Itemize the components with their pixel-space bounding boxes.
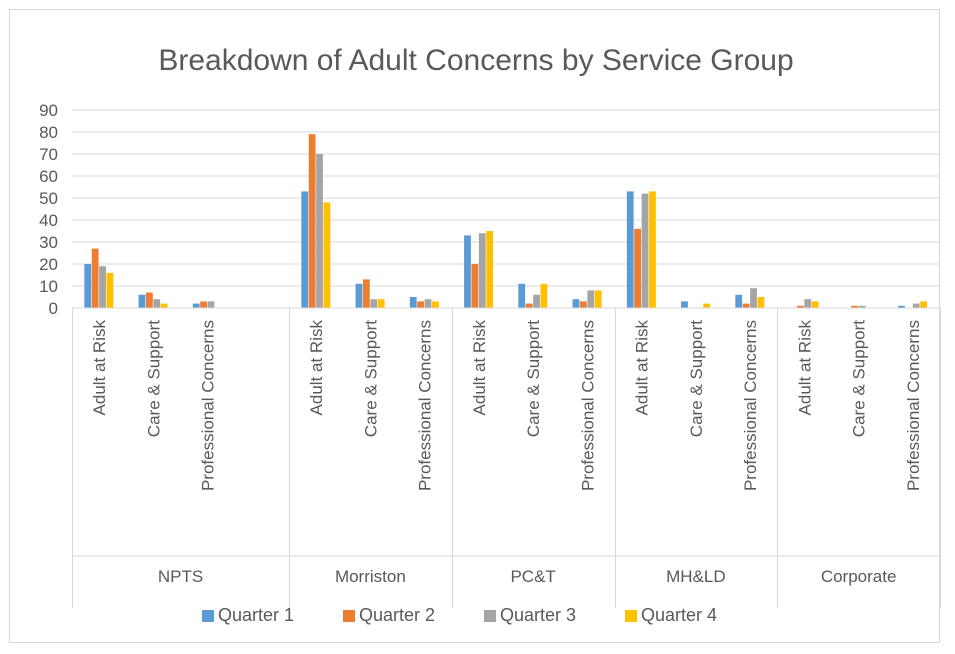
bar: [750, 288, 757, 308]
bar: [851, 305, 859, 308]
bar: [424, 299, 432, 308]
y-tick-label: 90: [39, 101, 58, 120]
x-category-label: Adult at Risk: [795, 320, 814, 416]
bar: [634, 228, 642, 308]
bar: [99, 266, 106, 308]
bar: [579, 301, 587, 308]
y-tick-label: 60: [39, 167, 58, 186]
bar: [641, 193, 649, 308]
y-tick-label: 80: [39, 123, 58, 142]
x-group-label: MH&LD: [666, 567, 726, 586]
bar: [362, 279, 370, 308]
y-tick-label: 10: [39, 277, 58, 296]
legend-label: Quarter 4: [641, 605, 717, 625]
x-category-label: Adult at Risk: [90, 320, 109, 416]
bar: [409, 297, 417, 308]
bar: [858, 305, 866, 308]
bar: [811, 301, 819, 308]
x-category-label: Care & Support: [850, 320, 869, 437]
bar: [735, 294, 743, 308]
x-category-label: Adult at Risk: [470, 320, 489, 416]
legend-swatch: [484, 610, 496, 622]
bar: [316, 154, 323, 308]
bar: [192, 303, 200, 308]
bar: [323, 202, 331, 308]
y-tick-label: 40: [39, 211, 58, 230]
y-axis-ticks: 0 10 20 30 40 50 60 70 80 90: [39, 101, 58, 318]
y-tick-label: 70: [39, 145, 58, 164]
bar: [478, 233, 486, 308]
y-tick-label: 50: [39, 189, 58, 208]
x-category-label: Care & Support: [524, 320, 543, 437]
bar: [432, 301, 439, 308]
bar: [207, 301, 215, 308]
bar: [160, 303, 168, 308]
bar: [540, 283, 548, 308]
bar: [308, 134, 316, 308]
chart-area: Breakdown of Adult Concerns by Service G…: [9, 9, 941, 643]
bar: [649, 191, 656, 308]
bar: [898, 305, 905, 308]
bar: [703, 303, 711, 308]
y-tick-label: 20: [39, 255, 58, 274]
x-category-label: Care & Support: [361, 320, 380, 437]
bar: [626, 191, 634, 308]
x-axis: Adult at Risk Care & Support Professional …: [72, 307, 941, 608]
bar: [84, 264, 92, 308]
bar: [594, 290, 602, 308]
y-tick-label: 30: [39, 233, 58, 252]
bar: [920, 301, 928, 308]
bar: [464, 235, 471, 308]
bar: [145, 292, 153, 308]
bar: [153, 299, 161, 308]
bar: [106, 272, 114, 308]
bar: [370, 299, 378, 308]
bar: [91, 248, 99, 308]
bar: [796, 305, 804, 308]
gridlines: [72, 109, 940, 287]
bar: [471, 264, 479, 308]
bar: [355, 283, 363, 308]
x-group-label: Corporate: [821, 567, 897, 586]
legend-label: Quarter 3: [500, 605, 576, 625]
bar: [301, 191, 309, 308]
y-tick-label: 0: [49, 299, 58, 318]
chart-title: Breakdown of Adult Concerns by Service G…: [158, 44, 793, 77]
x-category-label: Professional Concerns: [741, 320, 760, 491]
legend-swatch: [343, 610, 355, 622]
legend-swatch: [625, 610, 637, 622]
x-category-label: Care & Support: [687, 320, 706, 437]
x-group-label: PC&T: [510, 567, 555, 586]
bar: [525, 303, 533, 308]
x-category-label: Adult at Risk: [307, 320, 326, 416]
bar: [742, 303, 750, 308]
bar: [200, 301, 208, 308]
x-category-label: Care & Support: [144, 320, 163, 437]
bar: [757, 297, 765, 308]
legend: Quarter 1 Quarter 2 Quarter 3 Quarter 4: [202, 605, 717, 625]
x-group-label: Morriston: [335, 567, 406, 586]
bar: [912, 303, 920, 308]
bar: [681, 301, 688, 308]
bar: [518, 283, 526, 308]
bar-chart: Breakdown of Adult Concerns by Service G…: [39, 44, 941, 625]
bar: [572, 299, 580, 308]
x-category-label: Professional Concerns: [199, 320, 218, 491]
bar: [377, 299, 385, 308]
x-category-label: Professional Concerns: [578, 320, 597, 491]
x-category-label: Adult at Risk: [633, 320, 652, 416]
x-category-label: Professional Concerns: [904, 320, 923, 491]
legend-label: Quarter 2: [359, 605, 435, 625]
legend-swatch: [202, 610, 214, 622]
bar: [417, 301, 425, 308]
x-group-label: NPTS: [158, 567, 203, 586]
bar: [138, 294, 146, 308]
bar: [804, 299, 812, 308]
x-category-label: Professional Concerns: [416, 320, 435, 491]
bar: [486, 231, 494, 308]
bars: [84, 134, 928, 308]
bar: [587, 290, 595, 308]
bar: [533, 294, 540, 308]
legend-label: Quarter 1: [218, 605, 294, 625]
